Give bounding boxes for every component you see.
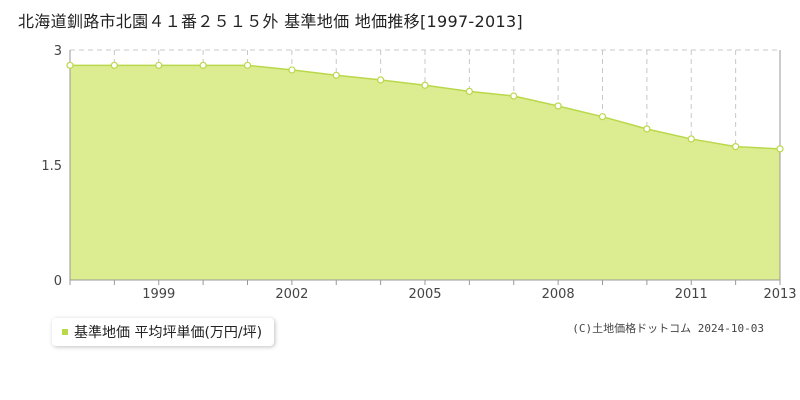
y-tick-label: 0	[54, 274, 62, 289]
axis-layer	[69, 50, 781, 285]
data-point	[598, 113, 607, 121]
points-layer	[66, 61, 784, 153]
data-point	[465, 87, 473, 96]
legend-label: 基準地価 平均坪単価(万円/坪)	[74, 325, 263, 341]
x-tick-label: 2008	[542, 287, 575, 302]
data-point	[732, 143, 740, 151]
label-layer: 0 1.5 3 1999 2002 2005 2008 2011 2013	[41, 44, 796, 302]
data-point	[155, 61, 163, 69]
chart-title: 北海道釧路市北園４１番２５１５外 基準地価 地価推移[1997-2013]	[18, 12, 523, 31]
area-layer	[70, 64, 781, 280]
data-point	[377, 76, 385, 84]
x-tick-label: 2002	[275, 287, 308, 302]
x-tick-label: 2011	[675, 287, 708, 302]
data-point	[554, 102, 562, 110]
x-tick-label: 2005	[408, 287, 441, 302]
data-point	[332, 71, 340, 79]
data-point	[687, 135, 695, 143]
data-point	[510, 92, 518, 100]
copyright-text: (C)土地価格ドットコム 2024-10-03	[572, 322, 764, 335]
y-tick-label: 1.5	[41, 159, 62, 174]
data-point	[288, 66, 296, 74]
x-tick-label: 2013	[763, 287, 796, 302]
legend: 基準地価 平均坪単価(万円/坪)	[52, 318, 275, 346]
legend-swatch	[62, 329, 68, 335]
y-tick-label: 3	[54, 44, 62, 59]
data-point	[110, 61, 118, 69]
data-point	[776, 145, 784, 153]
data-point	[243, 61, 252, 69]
x-tick-label: 1999	[142, 287, 175, 302]
data-point	[66, 61, 74, 69]
land-price-chart: 0 1.5 3 1999 2002 2005 2008 2011 2013	[41, 44, 796, 302]
series-area	[70, 65, 780, 280]
data-point	[643, 125, 651, 133]
data-point	[199, 61, 207, 69]
data-point	[421, 81, 429, 89]
